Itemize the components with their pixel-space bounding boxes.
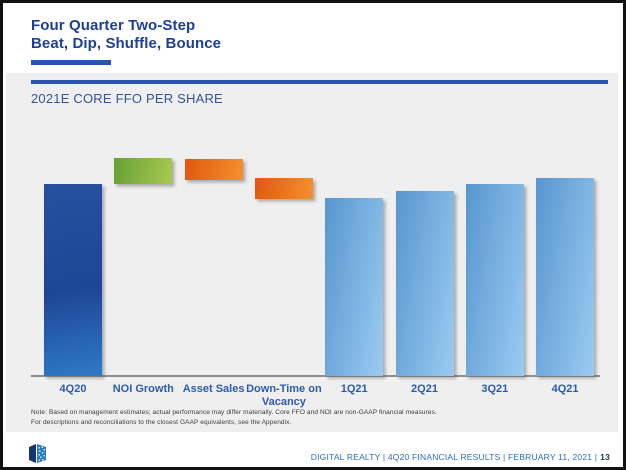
digital-realty-cube-logo-icon (28, 443, 47, 464)
title-underline-bar (31, 60, 111, 65)
waterfall-bar-2q21 (395, 191, 454, 376)
footnote-line2: For descriptions and reconciliations to … (31, 419, 292, 426)
category-label-3q21: 3Q21 (481, 383, 509, 395)
waterfall-bar-1q21 (325, 198, 384, 376)
footer-caption: DIGITAL REALTY | 4Q20 FINANCIAL RESULTS … (311, 452, 610, 462)
page-number: 13 (600, 452, 610, 462)
footnote-line1: Note: Based on management estimates; act… (31, 409, 437, 416)
footer-caption-text: DIGITAL REALTY | 4Q20 FINANCIAL RESULTS … (310, 452, 598, 462)
slide-canvas: Four Quarter Two-Step Beat, Dip, Shuffle… (3, 3, 623, 467)
waterfall-bar-4q21 (536, 178, 595, 376)
chart-title: 2021E CORE FFO PER SHARE (31, 91, 223, 106)
x-axis-line (31, 375, 600, 377)
category-label-4q21: 4Q21 (551, 383, 579, 395)
waterfall-bar-4q20 (44, 184, 102, 376)
waterfall-bar-asset-sales (184, 159, 243, 180)
waterfall-bar-noi-growth (114, 158, 173, 184)
waterfall-bar-down-time-on-vacancy (254, 178, 313, 199)
category-label-noi-growth: NOI Growth (112, 383, 174, 395)
category-label-down-time-on-vacancy: Down-Time on Vacancy (246, 383, 322, 408)
section-divider-rule (31, 80, 608, 84)
category-label-2q21: 2Q21 (411, 383, 438, 395)
waterfall-bar-3q21 (465, 184, 524, 376)
slide-title-line1: Four Quarter Two-Step (31, 17, 196, 34)
category-label-4q20: 4Q20 (59, 383, 87, 395)
slide-title-line2: Beat, Dip, Shuffle, Bounce (31, 35, 222, 52)
category-label-1q21: 1Q21 (340, 383, 368, 395)
category-label-asset-sales: Asset Sales (182, 383, 245, 395)
